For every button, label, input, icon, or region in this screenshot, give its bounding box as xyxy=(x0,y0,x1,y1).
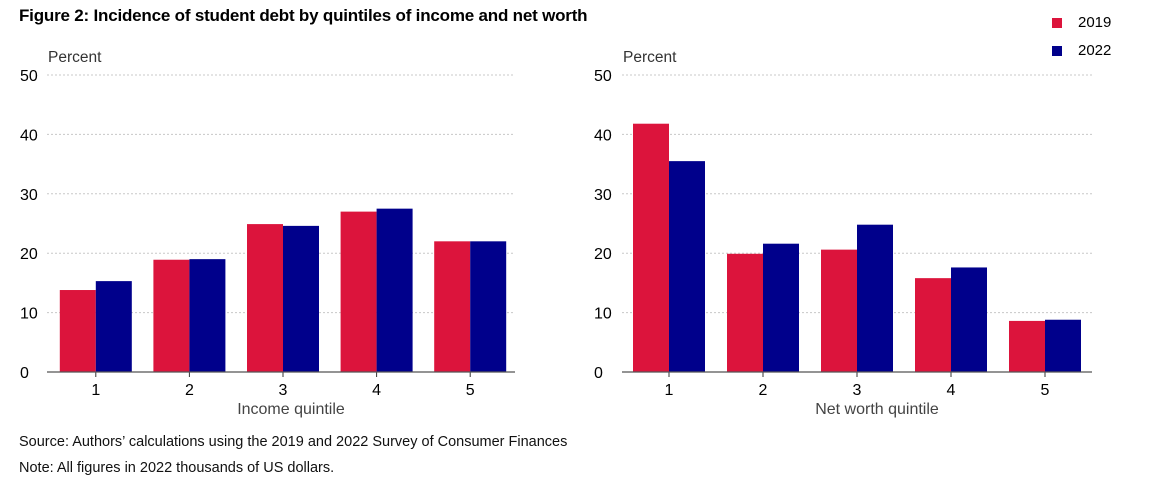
y-tick-label: 10 xyxy=(20,306,38,323)
bar-2019-q3 xyxy=(247,224,283,372)
bar-2022-q1 xyxy=(95,281,132,372)
bar-2022-q3 xyxy=(283,225,319,372)
y-tick-label: 0 xyxy=(594,365,603,382)
y-axis-label: Percent xyxy=(48,49,102,66)
x-axis-label: Net worth quintile xyxy=(815,401,939,418)
y-tick-label: 50 xyxy=(20,68,38,85)
bar-2022-q2 xyxy=(763,243,799,372)
y-tick-label: 30 xyxy=(20,187,38,204)
bar-2019-q2 xyxy=(153,259,190,372)
bar-2019-q5 xyxy=(434,241,471,372)
legend-item-2019: 2019 xyxy=(1052,14,1111,31)
y-tick-label: 40 xyxy=(20,127,38,144)
y-tick-label: 20 xyxy=(594,246,612,263)
x-tick-label: 3 xyxy=(279,382,288,399)
x-tick-label: 4 xyxy=(372,382,381,399)
bar-2019-q4 xyxy=(340,211,377,372)
bar-2019-q5 xyxy=(1009,320,1045,372)
bar-2022-q4 xyxy=(951,267,987,372)
y-axis-label: Percent xyxy=(623,49,677,66)
bar-2022-q5 xyxy=(1045,319,1081,372)
bar-2019-q1 xyxy=(59,290,96,372)
x-tick-label: 3 xyxy=(853,382,862,399)
y-tick-label: 40 xyxy=(594,127,612,144)
bar-2019-q3 xyxy=(821,249,857,372)
x-tick-label: 1 xyxy=(91,382,100,399)
x-tick-label: 2 xyxy=(759,382,768,399)
bar-2019-q1 xyxy=(633,123,669,372)
x-tick-label: 5 xyxy=(466,382,475,399)
y-tick-label: 20 xyxy=(20,246,38,263)
x-tick-label: 1 xyxy=(665,382,674,399)
bar-2019-q4 xyxy=(915,278,951,372)
x-tick-label: 4 xyxy=(947,382,956,399)
footnote: Note: All figures in 2022 thousands of U… xyxy=(19,460,335,476)
bar-2022-q2 xyxy=(189,259,226,372)
bar-2022-q4 xyxy=(376,208,413,372)
bar-2022-q3 xyxy=(857,224,893,372)
figure-title: Figure 2: Incidence of student debt by q… xyxy=(19,6,588,25)
source-note: Source: Authors’ calculations using the … xyxy=(19,434,568,450)
y-tick-label: 50 xyxy=(594,68,612,85)
y-tick-label: 30 xyxy=(594,187,612,204)
bar-2022-q1 xyxy=(669,161,705,372)
legend-swatch-2022 xyxy=(1052,45,1062,56)
legend-label-2019: 2019 xyxy=(1078,14,1112,31)
y-tick-label: 10 xyxy=(594,306,612,323)
x-axis-label: Income quintile xyxy=(237,401,345,418)
x-tick-label: 2 xyxy=(185,382,194,399)
legend-swatch-2019 xyxy=(1052,17,1062,28)
legend-label-2022: 2022 xyxy=(1078,42,1112,59)
y-tick-label: 0 xyxy=(20,365,29,382)
bar-2019-q2 xyxy=(727,253,763,372)
x-tick-label: 5 xyxy=(1041,382,1050,399)
bar-2022-q5 xyxy=(470,241,507,372)
legend-item-2022: 2022 xyxy=(1052,42,1111,59)
